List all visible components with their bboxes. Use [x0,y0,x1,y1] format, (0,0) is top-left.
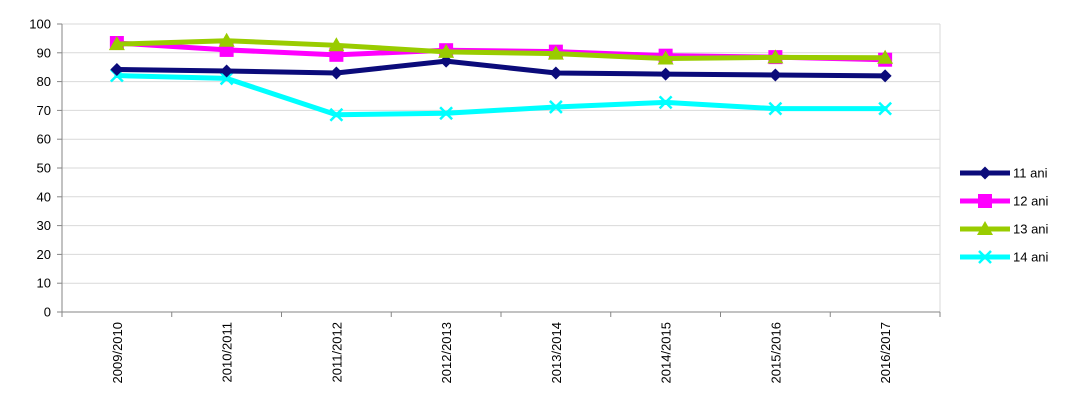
axes [57,23,941,317]
legend-item-13-ani: 13 ani [960,221,1049,237]
data-point-13-ani [218,32,235,47]
data-point-14-ani [658,95,673,110]
data-point-13-ani [108,36,125,51]
x-tick-label: 2009/2010 [110,322,125,383]
legend-marker-12-ani [978,194,992,208]
y-axis-tick-labels: 0 10 20 30 40 50 60 70 80 90 100 [29,17,51,320]
data-point-11-ani [110,63,124,77]
y-tick-label: 20 [37,247,51,262]
data-point-12-ani [329,47,344,62]
y-tick-label: 100 [29,17,51,32]
data-point-14-ani [768,101,783,116]
data-point-13-ani [438,43,455,58]
x-axis-tick-labels: 2009/2010 2010/2011 2011/2012 2012/2013 2013… [110,322,893,383]
y-tick-label: 0 [44,305,51,320]
x-tick-label: 2012/2013 [439,322,454,383]
legend-item-11-ani: 11 ani [960,166,1048,181]
legend-label-14-ani: 14 ani [1013,250,1049,265]
y-tick-label: 10 [37,276,51,291]
legend-item-12-ani: 12 ani [960,194,1049,209]
legend-item-14-ani: 14 ani [960,250,1049,265]
data-point-11-ani [768,68,782,82]
data-point-14-ani [219,71,234,86]
legend-label-13-ani: 13 ani [1013,222,1049,237]
legend-label-12-ani: 12 ani [1013,194,1049,209]
data-point-14-ani [548,100,563,114]
data-point-13-ani [877,49,894,64]
y-tick-label: 90 [37,45,51,60]
series-line-13-ani [114,38,888,62]
x-tick-label: 2011/2012 [329,322,344,383]
gridlines [62,23,941,312]
y-tick-label: 70 [37,103,51,118]
x-tick-label: 2013/2014 [549,322,564,383]
legend: 11 ani 12 ani 13 ani 14 ani [960,166,1049,265]
data-point-13-ani [767,49,784,64]
legend-marker-11-ani [978,166,992,180]
y-tick-label: 40 [37,189,51,204]
data-point-11-ani [220,64,234,78]
data-point-14-ani [439,106,454,121]
series-13-ani [108,32,894,65]
data-point-13-ani [547,45,564,60]
series-line-11-ani [114,58,888,79]
data-point-14-ani [329,107,344,122]
data-point-11-ani [329,66,343,80]
data-point-14-ani [878,101,893,116]
x-tick-label: 2015/2016 [768,322,783,383]
x-tick-label: 2014/2015 [659,322,674,383]
x-tick-label: 2010/2011 [220,322,235,383]
y-tick-label: 30 [37,218,51,233]
legend-marker-13-ani [977,221,993,235]
y-tick-label: 60 [37,132,51,147]
y-tick-label: 50 [37,161,51,176]
data-point-13-ani [328,37,345,52]
series-line-14-ani [114,73,888,118]
series-layer [108,32,894,122]
data-point-13-ani [657,50,674,65]
legend-marker-14-ani [978,250,992,264]
series-11-ani [110,54,892,83]
data-point-11-ani [549,66,563,80]
series-14-ani [109,68,893,122]
data-point-11-ani [878,69,892,83]
data-point-11-ani [659,67,673,81]
y-tick-label: 80 [37,74,51,89]
legend-label-11-ani: 11 ani [1013,166,1048,181]
x-tick-label: 2016/2017 [878,322,893,383]
